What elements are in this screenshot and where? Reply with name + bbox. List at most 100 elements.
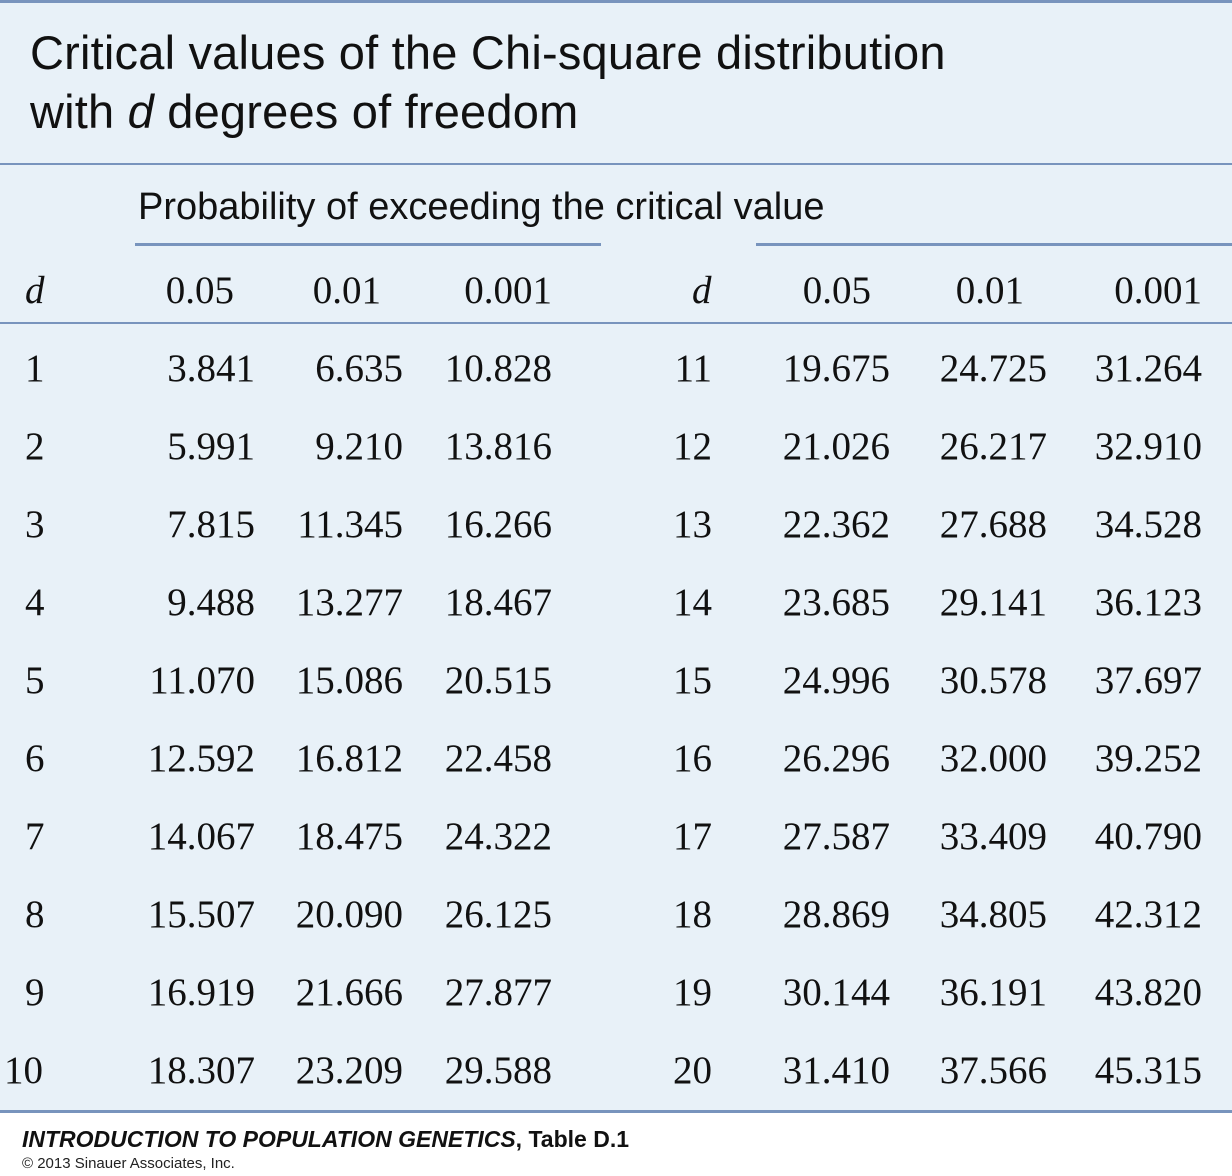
- title-divider: [0, 163, 1232, 165]
- left-cell-p01: 23.209: [295, 1049, 403, 1092]
- left-cell-p001: 13.816: [444, 425, 552, 468]
- left-cell-d: 6: [25, 737, 45, 780]
- left-group-rule: [135, 243, 601, 246]
- left-cell-p01: 15.086: [295, 659, 403, 702]
- left-cell-d: 10: [4, 1049, 43, 1092]
- right-cell-d: 17: [673, 815, 712, 858]
- right-cell-d: 16: [673, 737, 712, 780]
- left-cell-d: 5: [25, 659, 45, 702]
- left-cell-p01: 11.345: [297, 503, 403, 546]
- right-cell-p01: 24.725: [939, 347, 1047, 390]
- header-p001-right: 0.001: [1114, 269, 1202, 312]
- right-cell-p001: 31.264: [1094, 347, 1202, 390]
- left-cell-d: 8: [25, 893, 45, 936]
- left-cell-p001: 27.877: [444, 971, 552, 1014]
- left-cell-d: 3: [25, 503, 45, 546]
- book-title: INTRODUCTION TO POPULATION GENETICS: [22, 1126, 516, 1152]
- left-cell-p05: 5.991: [167, 425, 255, 468]
- header-p05-right: 0.05: [802, 269, 871, 312]
- left-cell-d: 4: [25, 581, 45, 624]
- right-cell-d: 15: [673, 659, 712, 702]
- left-cell-p01: 21.666: [295, 971, 403, 1014]
- left-cell-p05: 7.815: [167, 503, 255, 546]
- left-cell-p001: 18.467: [444, 581, 552, 624]
- left-cell-d: 7: [25, 815, 45, 858]
- table-title: Critical values of the Chi-square distri…: [30, 23, 946, 141]
- left-cell-d: 9: [25, 971, 45, 1014]
- left-cell-p05: 9.488: [167, 581, 255, 624]
- right-cell-d: 12: [673, 425, 712, 468]
- right-cell-p001: 39.252: [1094, 737, 1202, 780]
- right-cell-p05: 19.675: [782, 347, 890, 390]
- left-cell-p001: 16.266: [444, 503, 552, 546]
- left-cell-p01: 20.090: [295, 893, 403, 936]
- left-cell-d: 2: [25, 425, 45, 468]
- header-p01-left: 0.01: [312, 269, 381, 312]
- header-d-left: d: [25, 269, 45, 312]
- right-cell-p05: 31.410: [782, 1049, 890, 1092]
- left-cell-p05: 18.307: [147, 1049, 255, 1092]
- column-group-header: Probability of exceeding the critical va…: [138, 186, 825, 228]
- right-cell-d: 20: [673, 1049, 712, 1092]
- right-cell-p05: 30.144: [782, 971, 890, 1014]
- right-cell-p01: 32.000: [939, 737, 1047, 780]
- copyright-notice: © 2013 Sinauer Associates, Inc.: [22, 1155, 235, 1172]
- right-cell-p01: 33.409: [939, 815, 1047, 858]
- table-number: Table D.1: [528, 1126, 629, 1152]
- right-cell-p05: 21.026: [782, 425, 890, 468]
- left-cell-p01: 18.475: [295, 815, 403, 858]
- right-cell-p05: 23.685: [782, 581, 890, 624]
- header-divider: [0, 322, 1232, 324]
- left-cell-p05: 3.841: [167, 347, 255, 390]
- right-cell-p01: 29.141: [939, 581, 1047, 624]
- left-cell-p001: 22.458: [444, 737, 552, 780]
- left-cell-p05: 16.919: [147, 971, 255, 1014]
- right-cell-p001: 40.790: [1094, 815, 1202, 858]
- right-cell-p05: 22.362: [782, 503, 890, 546]
- right-cell-p001: 37.697: [1094, 659, 1202, 702]
- title-line-2-variable: d: [127, 85, 154, 138]
- right-cell-p05: 24.996: [782, 659, 890, 702]
- right-cell-p05: 26.296: [782, 737, 890, 780]
- left-cell-p01: 9.210: [315, 425, 403, 468]
- left-cell-p05: 14.067: [147, 815, 255, 858]
- right-cell-d: 13: [673, 503, 712, 546]
- right-cell-d: 14: [673, 581, 712, 624]
- table-panel: Critical values of the Chi-square distri…: [0, 0, 1232, 1113]
- right-cell-p01: 30.578: [939, 659, 1047, 702]
- left-cell-p001: 24.322: [444, 815, 552, 858]
- right-cell-d: 11: [674, 347, 712, 390]
- header-p01-right: 0.01: [955, 269, 1024, 312]
- left-cell-p01: 16.812: [295, 737, 403, 780]
- right-cell-p001: 36.123: [1094, 581, 1202, 624]
- left-cell-p01: 13.277: [295, 581, 403, 624]
- left-cell-p001: 29.588: [444, 1049, 552, 1092]
- title-line-1: Critical values of the Chi-square distri…: [30, 26, 946, 79]
- right-cell-p05: 27.587: [782, 815, 890, 858]
- right-cell-p01: 37.566: [939, 1049, 1047, 1092]
- right-cell-p001: 34.528: [1094, 503, 1202, 546]
- header-p05-left: 0.05: [165, 269, 234, 312]
- right-cell-p01: 26.217: [939, 425, 1047, 468]
- right-cell-p001: 42.312: [1094, 893, 1202, 936]
- left-cell-p05: 11.070: [149, 659, 255, 702]
- right-cell-d: 18: [673, 893, 712, 936]
- left-cell-p05: 15.507: [147, 893, 255, 936]
- header-d-right: d: [692, 269, 712, 312]
- right-group-rule: [756, 243, 1232, 246]
- header-p001-left: 0.001: [464, 269, 552, 312]
- left-cell-p01: 6.635: [315, 347, 403, 390]
- right-cell-p01: 27.688: [939, 503, 1047, 546]
- right-cell-p001: 32.910: [1094, 425, 1202, 468]
- left-cell-d: 1: [25, 347, 45, 390]
- source-credit: INTRODUCTION TO POPULATION GENETICS, Tab…: [22, 1125, 629, 1153]
- right-cell-p001: 43.820: [1094, 971, 1202, 1014]
- title-line-2-suffix: degrees of freedom: [153, 85, 579, 138]
- left-cell-p05: 12.592: [147, 737, 255, 780]
- title-line-2-prefix: with: [30, 85, 128, 138]
- left-cell-p001: 26.125: [444, 893, 552, 936]
- right-cell-p01: 36.191: [939, 971, 1047, 1014]
- right-cell-p001: 45.315: [1094, 1049, 1202, 1092]
- left-cell-p001: 20.515: [444, 659, 552, 702]
